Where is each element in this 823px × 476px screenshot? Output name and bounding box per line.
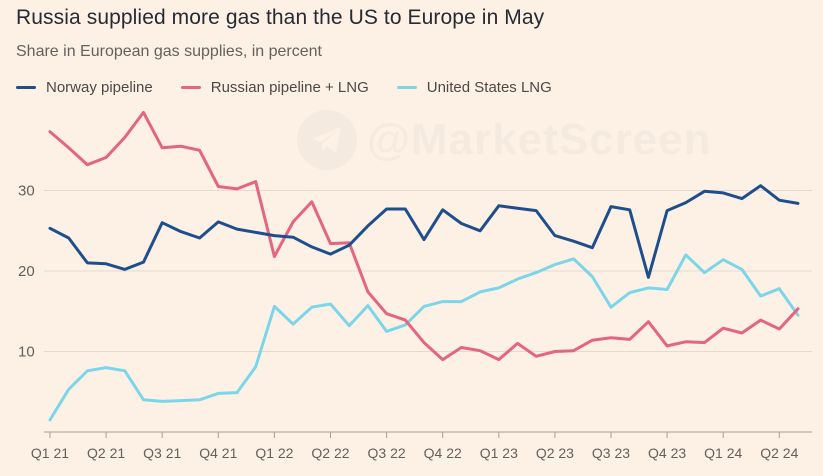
x-tick-label-7: Q4 22 (424, 445, 462, 461)
watermark: @MarketScreen (297, 110, 712, 170)
y-tick-labels: 10 20 30 (18, 183, 35, 361)
x-tick-label-8: Q1 23 (480, 445, 518, 461)
x-tick-label-11: Q4 23 (648, 445, 686, 461)
series-line-us (48, 253, 800, 422)
legend-label-norway: Norway pipeline (46, 79, 153, 96)
chart-legend: Norway pipeline Russian pipeline + LNG U… (16, 79, 580, 96)
x-tick-labels: Q1 21 Q2 21 Q3 21 Q4 21 Q1 22 Q2 22 Q3 22 Q4 22… (31, 445, 799, 461)
chart-title: Russia supplied more gas than the US to … (16, 6, 545, 29)
x-tick-label-9: Q2 23 (536, 445, 574, 461)
y-tick-label-10: 10 (18, 344, 35, 361)
legend-swatch-norway (16, 86, 36, 89)
x-tick-label-13: Q2 24 (760, 445, 798, 461)
watermark-text: @MarketScreen (367, 115, 712, 164)
series-line-russia (48, 110, 800, 362)
x-tick-label-4: Q1 22 (255, 445, 293, 461)
series-lines (48, 110, 800, 422)
x-tick-label-5: Q2 22 (311, 445, 349, 461)
x-tick-label-0: Q1 21 (31, 445, 69, 461)
grid-lines (44, 190, 812, 352)
x-tick-label-6: Q3 22 (368, 445, 406, 461)
x-tick-label-2: Q3 21 (143, 445, 181, 461)
y-tick-label-30: 30 (18, 183, 35, 200)
chart-subtitle: Share in European gas supplies, in perce… (16, 43, 322, 60)
x-tick-label-3: Q4 21 (199, 445, 237, 461)
legend-swatch-us (396, 86, 417, 89)
x-tick-label-10: Q3 23 (592, 445, 630, 461)
x-tick-marks (49, 432, 780, 438)
legend-item-russia: Russian pipeline + LNG (180, 79, 369, 96)
x-tick-label-1: Q2 21 (87, 445, 125, 461)
legend-item-us: United States LNG (396, 79, 552, 96)
series-line-norway (48, 184, 800, 279)
x-tick-label-12: Q1 24 (704, 445, 742, 461)
telegram-icon (297, 110, 357, 170)
legend-label-russia: Russian pipeline + LNG (210, 79, 369, 96)
y-tick-label-20: 20 (18, 263, 35, 280)
legend-label-us: United States LNG (426, 79, 552, 96)
legend-swatch-russia (180, 86, 201, 89)
legend-item-norway: Norway pipeline (16, 79, 153, 96)
